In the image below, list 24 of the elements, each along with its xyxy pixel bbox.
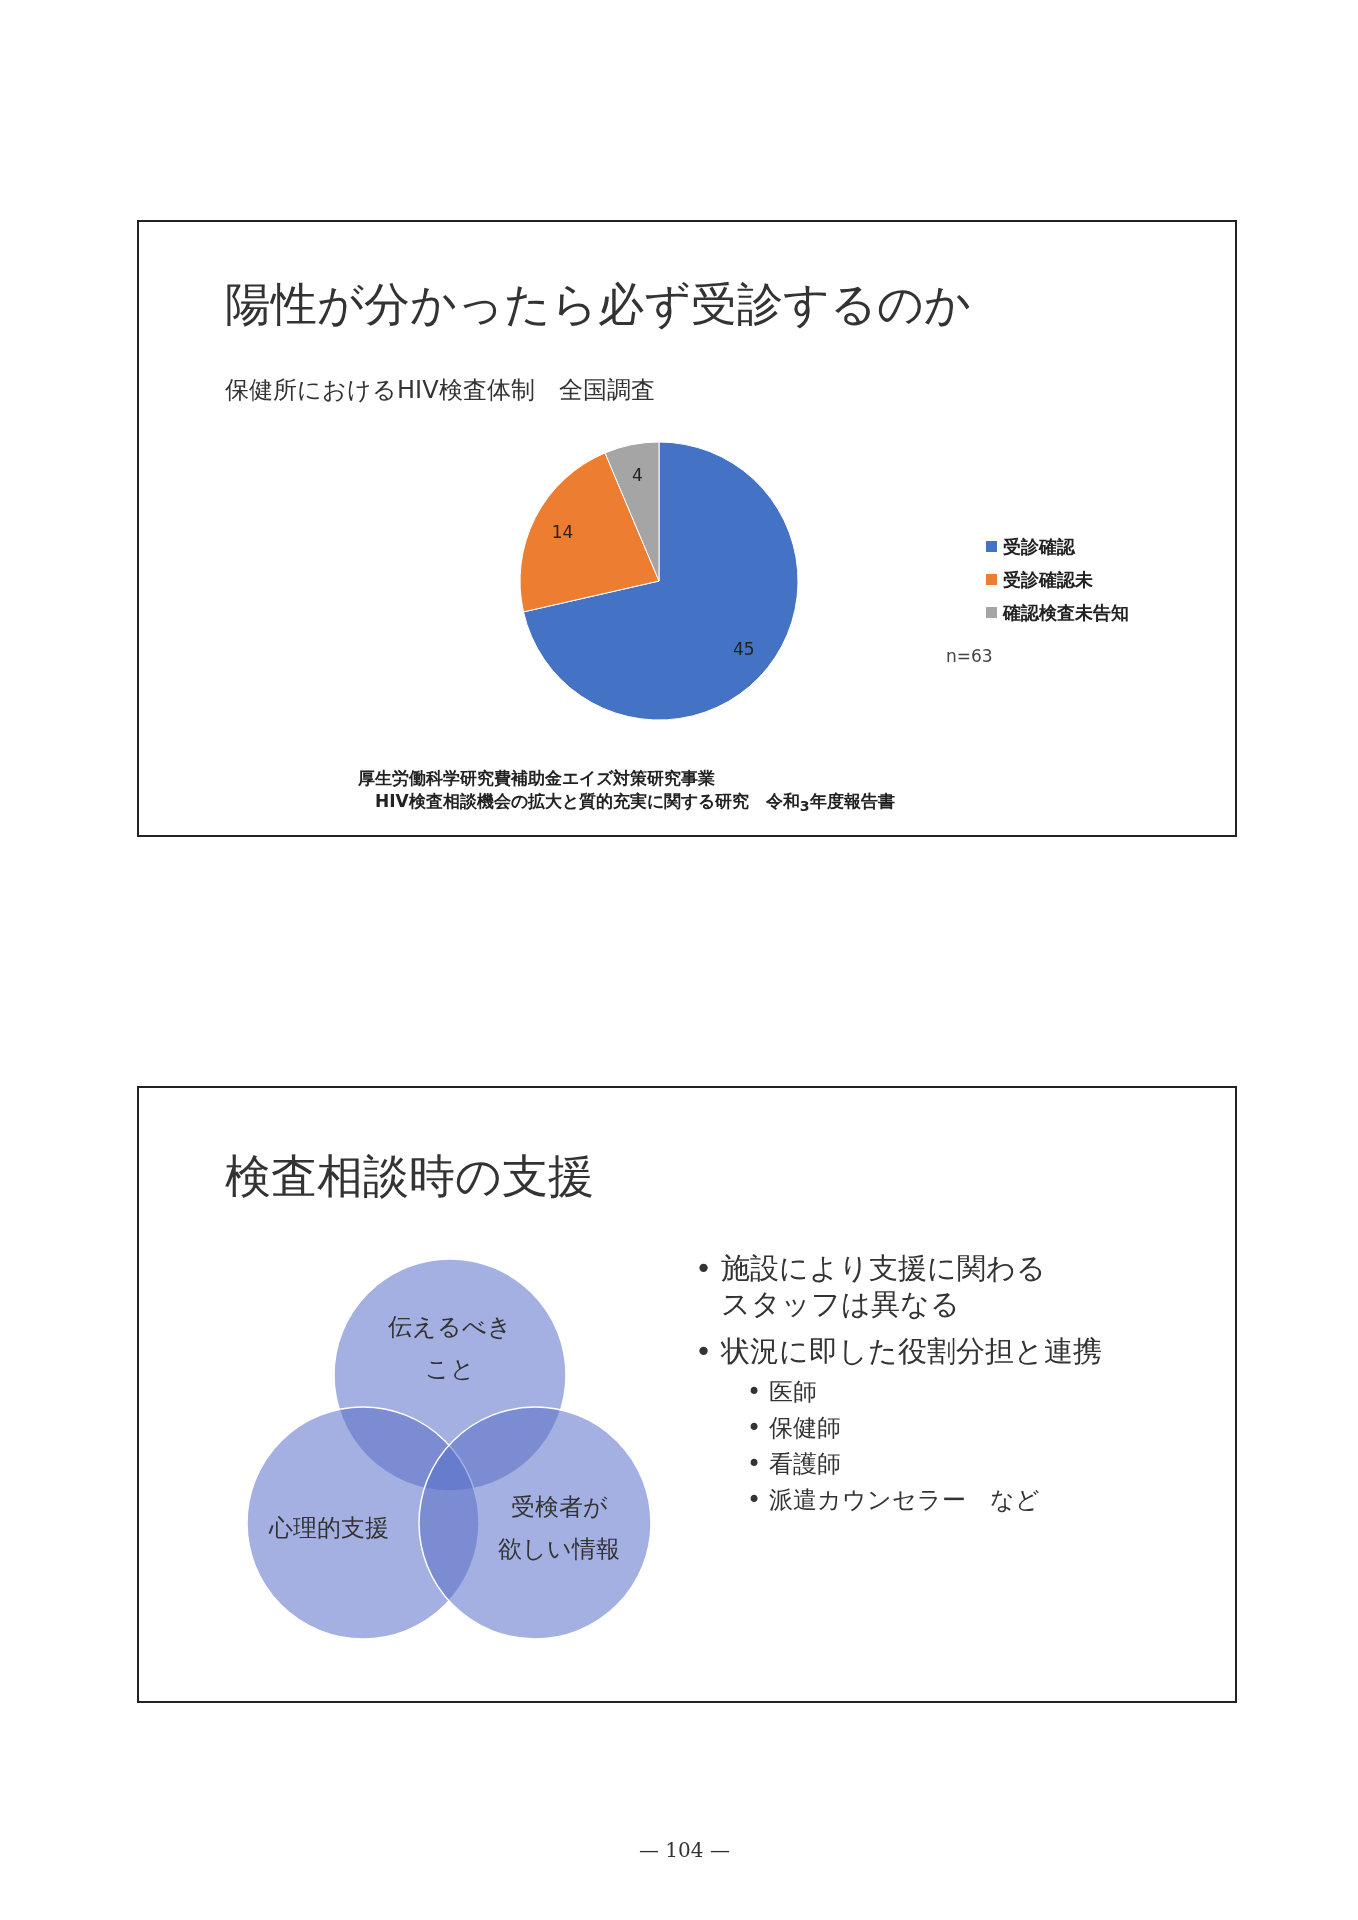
chart-subtitle: 保健所におけるHIV検査体制 全国調査 (225, 375, 655, 406)
text: 心理的支援 (269, 1513, 389, 1544)
chart-title: 陽性が分かったら必ず受診するのか (225, 276, 971, 333)
legend-label: 受診確認 (1003, 534, 1075, 559)
text: 厚生労働科学研究費補助金エイズ対策研究事業 (358, 767, 715, 790)
text: 受検者が (509, 1492, 609, 1523)
data-label: 14 (551, 521, 574, 542)
text: — 104 — (639, 1838, 730, 1862)
pie-slice (522, 441, 799, 721)
text: • 状況に即した役割分担と連携 (695, 1333, 1103, 1370)
text: 検査相談時の支援 (225, 1148, 594, 1205)
data-label: 4 (632, 464, 643, 485)
text: • 派遣カウンセラー など (747, 1485, 1040, 1516)
text: 欲しい情報 (497, 1534, 621, 1565)
text: 伝えるべきこと (387, 1312, 513, 1385)
text: • 看護師 (747, 1449, 841, 1480)
text: HIV検査相談機会の拡大と質的充実に関する研究 令和$_{3}$年度報告書 (375, 790, 895, 815)
text: • 保健師 (747, 1413, 841, 1444)
legend-label: 確認検査未告知 (1003, 600, 1129, 625)
legend-label: 受診確認未 (1003, 567, 1093, 592)
data-label: 45 (732, 638, 755, 659)
text: n=63 (946, 646, 993, 666)
text: • 施設により支援に関わるスタッフは異なる (695, 1250, 1048, 1322)
text: • 医師 (747, 1377, 817, 1408)
